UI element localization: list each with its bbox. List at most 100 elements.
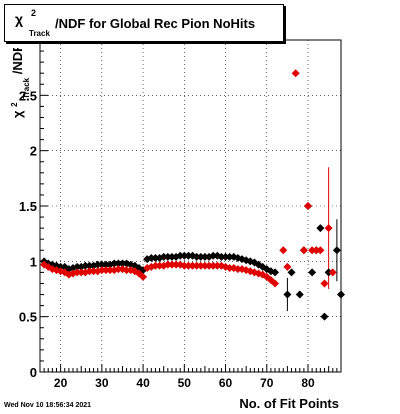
data-point-red xyxy=(291,69,300,78)
data-point-red xyxy=(151,261,160,270)
title-sup: 2 xyxy=(31,8,37,18)
data-point-red xyxy=(299,246,308,255)
data-point-red xyxy=(97,266,106,275)
x-tick-label: 70 xyxy=(260,376,274,390)
data-point-black xyxy=(147,254,156,263)
data-point-black xyxy=(287,268,296,277)
data-point-red xyxy=(304,202,313,210)
data-point-black xyxy=(81,261,90,270)
data-point-black xyxy=(151,254,160,263)
data-point-black xyxy=(176,251,185,260)
y-axis-label-sup: 2 xyxy=(10,102,19,107)
data-point-black xyxy=(205,252,214,261)
x-tick-label: 80 xyxy=(301,376,315,390)
y-tick-label: 0 xyxy=(30,365,37,380)
data-point-black xyxy=(337,290,345,299)
data-point-red xyxy=(209,261,218,270)
data-point-black xyxy=(192,252,201,261)
data-point-black xyxy=(320,312,329,321)
title-text: /NDF for Global Rec Pion NoHits xyxy=(55,16,256,31)
data-point-red xyxy=(122,266,131,275)
y-tick-label: 1.5 xyxy=(19,199,37,214)
y-axis-label: χ 2 Track /NDF xyxy=(5,48,32,118)
data-point-black xyxy=(114,259,123,268)
data-point-black xyxy=(93,260,102,269)
svg-text:χ 2 Track /N: χ 2 Track /NDF xyxy=(5,48,32,118)
data-point-red xyxy=(308,246,317,255)
data-point-red xyxy=(89,267,98,276)
datestamp: Wed Nov 10 18:56:34 2021 xyxy=(4,402,92,409)
data-point-black xyxy=(159,252,168,261)
data-point-red xyxy=(279,246,288,255)
data-point-black xyxy=(295,290,304,299)
data-point-red xyxy=(283,262,292,271)
data-point-red xyxy=(205,261,214,270)
data-point-red xyxy=(73,268,82,277)
data-point-red xyxy=(213,261,222,270)
data-point-red xyxy=(184,261,193,270)
data-point-red xyxy=(324,224,333,233)
plot-frame xyxy=(39,39,342,373)
data-series xyxy=(40,69,345,321)
x-axis-label: No. of Fit Points xyxy=(239,396,339,411)
data-point-black xyxy=(225,252,234,261)
data-point-black xyxy=(200,252,209,261)
title-box: χ 2 Track /NDF for Global Rec Pion NoHit… xyxy=(4,4,284,42)
data-point-red xyxy=(192,261,201,270)
data-point-black xyxy=(209,251,218,260)
data-point-black xyxy=(196,252,205,261)
data-point-red xyxy=(114,265,123,274)
data-point-black xyxy=(73,262,82,271)
data-point-black xyxy=(217,252,226,261)
data-point-black xyxy=(172,252,181,261)
data-point-red xyxy=(225,263,234,272)
data-point-black xyxy=(184,251,193,260)
data-point-red xyxy=(180,261,189,270)
data-point-red xyxy=(101,266,110,275)
grid xyxy=(40,40,341,372)
y-axis-label-rest: /NDF xyxy=(10,48,25,74)
data-point-black xyxy=(324,268,333,277)
data-point-red xyxy=(163,260,172,269)
data-point-black xyxy=(167,252,176,261)
x-tick-label: 40 xyxy=(136,376,150,390)
data-point-red xyxy=(316,246,325,255)
y-tick-label: 0.5 xyxy=(19,310,37,325)
data-point-red xyxy=(188,261,197,270)
data-point-red xyxy=(271,279,280,288)
data-point-red xyxy=(312,246,321,255)
x-tick-label: 50 xyxy=(178,376,192,390)
x-tick-label: 20 xyxy=(54,376,68,390)
data-point-red xyxy=(167,260,176,269)
axis-ticks: 20 30 40 50 60 70 80 0 0.5 1 1.5 2 2.5 xyxy=(19,50,342,390)
data-point-black xyxy=(221,252,230,261)
data-point-red xyxy=(85,267,94,276)
data-point-black xyxy=(118,259,127,268)
data-point-red xyxy=(172,260,181,269)
x-tick-label: 60 xyxy=(219,376,233,390)
title-chi: χ xyxy=(15,11,24,27)
data-point-red xyxy=(320,279,329,288)
y-tick-label: 2.5 xyxy=(19,88,37,103)
data-point-black xyxy=(316,224,325,233)
x-tick-label: 30 xyxy=(95,376,109,390)
data-point-black xyxy=(180,251,189,260)
data-point-red xyxy=(200,261,209,270)
data-point-red xyxy=(139,272,148,281)
y-tick-label: 1 xyxy=(30,254,37,269)
data-point-black xyxy=(85,261,94,270)
data-point-black xyxy=(283,290,292,299)
data-point-black xyxy=(163,252,172,261)
y-tick-label: 2 xyxy=(30,144,37,159)
data-point-black xyxy=(332,246,341,255)
data-point-black xyxy=(101,260,110,269)
data-point-red xyxy=(155,261,164,270)
data-point-red xyxy=(77,268,86,277)
data-point-black xyxy=(110,259,119,268)
title-sub: Track xyxy=(29,29,50,38)
data-point-red xyxy=(328,268,337,277)
y-axis-label-chi: χ xyxy=(10,110,25,118)
data-point-red xyxy=(106,266,115,275)
data-point-red xyxy=(196,261,205,270)
